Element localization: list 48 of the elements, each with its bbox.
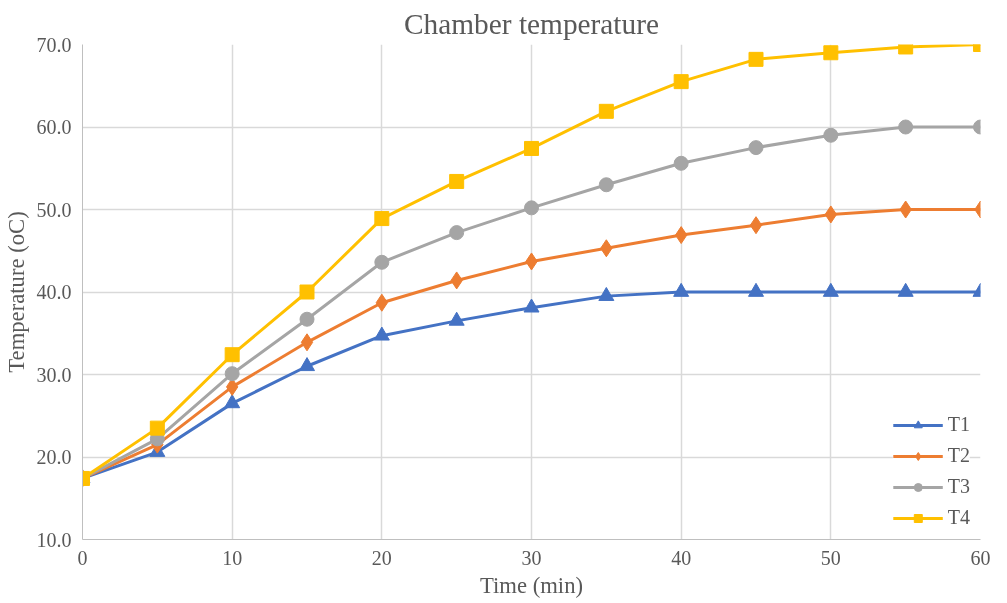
point [224,366,240,382]
x-tick-label: 30 [521,546,542,569]
point [524,140,539,156]
x-tick-label: 10 [222,546,243,569]
y-tick-label: 20.0 [36,446,72,468]
x-tick-label: 0 [77,546,88,569]
x-tick-label: 50 [820,546,841,569]
point [524,200,539,216]
point [299,311,315,327]
point [149,420,165,436]
y-tick-label: 50.0 [36,198,72,221]
point [299,284,315,300]
point [449,173,465,189]
y-tick-label: 70.0 [36,33,72,56]
point [224,394,241,409]
point [449,225,465,241]
chart-title: Chamber temperature [404,7,659,40]
point [749,216,763,235]
point [374,254,390,270]
point [748,140,764,156]
x-axis-title: Time (min) [479,572,584,598]
point [299,357,315,372]
point [673,74,689,90]
y-tick-label: 40.0 [36,281,72,303]
legend-label: T2 [947,444,970,467]
point [898,119,914,135]
point [598,103,614,119]
x-tick-label: 20 [371,546,392,569]
legend-label: T4 [947,506,970,529]
y-tick-label: 30.0 [36,363,72,386]
y-tick-label: 10.0 [36,528,72,551]
point [748,51,764,67]
point [373,326,390,341]
point [823,45,839,61]
y-axis-title: Temperature (oC) [3,211,29,373]
point [224,347,240,363]
point [673,155,689,171]
point [598,177,614,193]
x-tick-label: 40 [671,546,692,569]
y-tick-label: 60.0 [36,116,72,138]
point [374,211,390,227]
point [300,333,314,352]
legend-label: T1 [947,413,970,436]
point [523,298,540,313]
legend-label: T3 [947,475,970,498]
point [823,127,839,143]
point [448,311,465,326]
x-tick-label: 60 [970,546,991,569]
